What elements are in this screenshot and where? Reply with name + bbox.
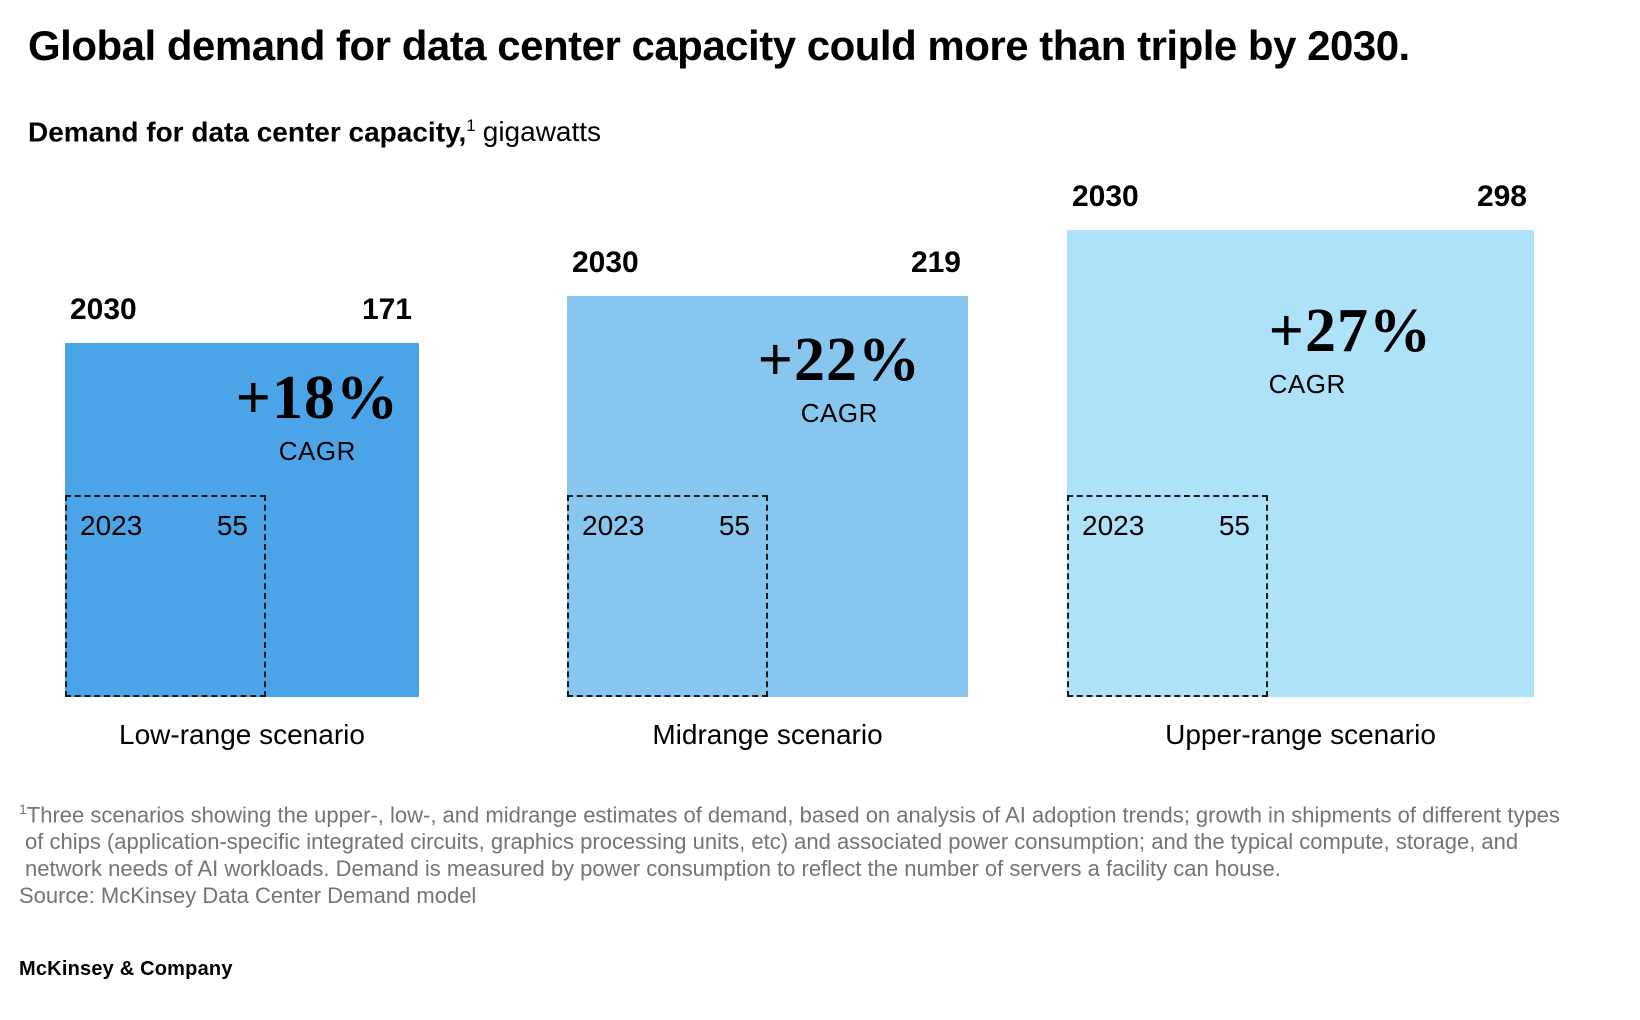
footnote-line: of chips (application-specific integrate… [25,829,1519,855]
scenario-caption: Upper-range scenario [1165,719,1436,750]
cagr-caption: CAGR [278,436,356,466]
footnote-line: 1Three scenarios showing the upper-, low… [19,796,1560,828]
start-value-label: 55 [216,510,248,541]
start-year-label: 2023 [80,510,143,541]
start-value-label: 55 [1218,510,1250,541]
scenario-top-labels: 2030 219 [572,246,961,280]
footnote-line: network needs of AI workloads. Demand is… [25,856,1281,882]
scenario-top-labels: 2030 171 [70,293,412,327]
chart-subtitle-bold: Demand for data center capacity, [28,116,467,148]
scenario-caption: Low-range scenario [119,719,365,750]
footnote-source: Source: McKinsey Data Center Demand mode… [19,883,477,909]
cagr-caption: CAGR [1268,369,1346,399]
start-year-label: 2023 [1082,510,1145,541]
exhibit-title: Global demand for data center capacity c… [28,22,1410,69]
cagr-block: +18% CAGR [236,367,399,467]
cagr-rate: +18% [235,364,399,432]
end-value-label: 219 [910,246,961,279]
baseline-square-2023: 2023 55 [1067,495,1268,697]
cagr-rate: +27% [1268,297,1432,365]
scenario-caption: Midrange scenario [652,719,883,750]
footnote-text: Three scenarios showing the upper-, low-… [26,802,1560,828]
footnote-marker-ref: 1 [466,116,476,135]
cagr-rate: +22% [757,326,921,394]
start-year-label: 2023 [582,510,645,541]
start-value-label: 55 [718,510,750,541]
scenario-top-labels: 2030 298 [1072,180,1527,214]
cagr-block: +27% CAGR [1269,300,1432,400]
baseline-square-2023: 2023 55 [567,495,768,697]
end-year-label: 2030 [1072,180,1139,213]
cagr-block: +22% CAGR [758,329,921,429]
end-value-label: 171 [361,293,412,326]
baseline-square-2023: 2023 55 [65,495,266,697]
footnote: 1Three scenarios showing the upper-, low… [19,796,1560,909]
mckinsey-logo: McKinsey & Company [19,958,233,980]
footnote-marker: 1 [19,801,27,817]
chart-subtitle: Demand for data center capacity,1 gigawat… [28,116,601,148]
end-year-label: 2030 [70,293,137,326]
scenario-square-2030: +22% CAGR 2023 55 [567,296,968,697]
chart-subtitle-unit: gigawatts [482,116,602,148]
scenario-square-2030: +27% CAGR 2023 55 [1067,230,1534,697]
end-value-label: 298 [1476,180,1527,213]
cagr-caption: CAGR [800,398,878,428]
end-year-label: 2030 [572,246,639,279]
scenario-square-2030: +18% CAGR 2023 55 [65,343,419,697]
